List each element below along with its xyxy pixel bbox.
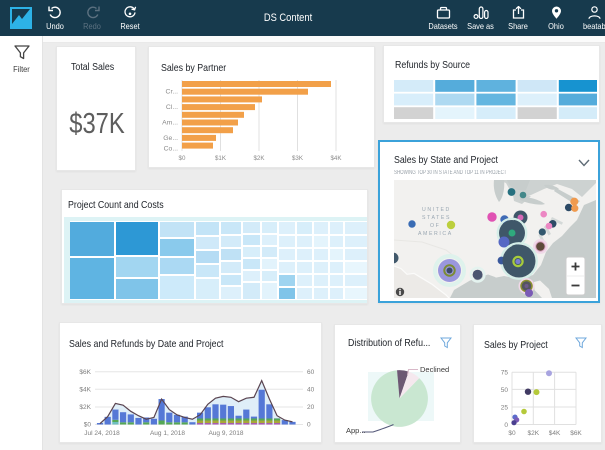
svg-text:25: 25	[501, 405, 509, 412]
svg-text:Am...: Am...	[162, 120, 178, 127]
svg-text:$3K: $3K	[292, 155, 304, 162]
svg-text:Ge...: Ge...	[163, 135, 178, 142]
svg-text:$0: $0	[84, 422, 92, 429]
svg-text:STATES: STATES	[422, 215, 451, 221]
svg-text:50: 50	[501, 387, 509, 394]
svg-text:$2K: $2K	[253, 155, 265, 162]
svg-text:$4K: $4K	[330, 155, 342, 162]
svg-text:Aug 1, 2018: Aug 1, 2018	[150, 430, 185, 437]
svg-text:$2K: $2K	[528, 430, 540, 437]
svg-text:60: 60	[307, 369, 315, 376]
svg-text:OF: OF	[430, 223, 440, 229]
svg-text:App...: App...	[346, 426, 366, 435]
svg-text:$6K: $6K	[570, 430, 582, 437]
svg-text:Declined: Declined	[420, 365, 449, 374]
svg-text:Cl...: Cl...	[166, 104, 178, 111]
svg-text:AMERICA: AMERICA	[418, 231, 453, 237]
svg-text:Aug 9, 2018: Aug 9, 2018	[208, 430, 243, 437]
svg-text:20: 20	[307, 404, 315, 411]
svg-text:$0: $0	[508, 430, 516, 437]
svg-text:$6K: $6K	[79, 369, 91, 376]
svg-text:Jul 24, 2018: Jul 24, 2018	[84, 430, 120, 437]
svg-text:75: 75	[501, 370, 509, 377]
svg-text:$0: $0	[179, 155, 186, 162]
svg-text:$2K: $2K	[79, 404, 91, 411]
svg-text:UNITED: UNITED	[422, 207, 451, 213]
svg-text:0: 0	[504, 422, 508, 429]
svg-text:0: 0	[307, 422, 311, 429]
svg-text:Cr...: Cr...	[166, 89, 179, 96]
svg-text:Co...: Co...	[164, 146, 178, 153]
svg-text:40: 40	[307, 387, 315, 394]
svg-text:$4K: $4K	[549, 430, 561, 437]
svg-text:$1K: $1K	[215, 155, 227, 162]
svg-text:$4K: $4K	[79, 387, 91, 394]
